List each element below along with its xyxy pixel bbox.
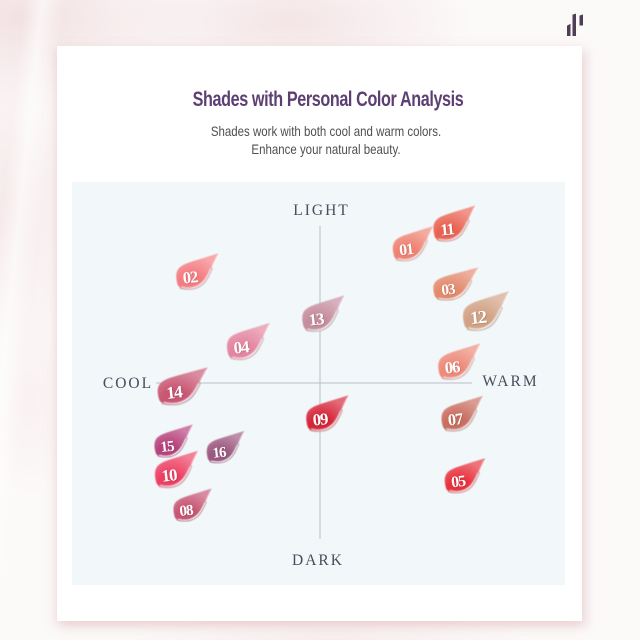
svg-text:09: 09 <box>313 410 330 430</box>
svg-text:11: 11 <box>440 220 456 240</box>
svg-text:14: 14 <box>166 382 184 403</box>
svg-text:13: 13 <box>308 309 325 329</box>
svg-text:01: 01 <box>398 241 415 259</box>
svg-text:07: 07 <box>448 410 465 430</box>
svg-text:06: 06 <box>445 358 462 378</box>
svg-text:16: 16 <box>213 445 228 462</box>
svg-text:03: 03 <box>441 281 457 299</box>
svg-text:12: 12 <box>469 306 488 328</box>
svg-text:05: 05 <box>451 474 468 492</box>
svg-text:16: 16 <box>212 445 227 462</box>
svg-text:12: 12 <box>470 307 489 329</box>
svg-text:10: 10 <box>162 466 179 487</box>
svg-text:11: 11 <box>439 219 455 239</box>
svg-text:02: 02 <box>182 267 199 287</box>
svg-text:15: 15 <box>160 438 176 456</box>
svg-text:09: 09 <box>312 409 329 429</box>
svg-text:15: 15 <box>160 438 176 456</box>
svg-text:08: 08 <box>179 502 195 520</box>
svg-text:DARK: DARK <box>292 552 344 569</box>
svg-text:LIGHT: LIGHT <box>293 202 350 219</box>
svg-text:13: 13 <box>309 310 326 330</box>
svg-text:06: 06 <box>444 357 461 377</box>
svg-text:01: 01 <box>399 242 416 260</box>
svg-text:08: 08 <box>179 502 195 520</box>
svg-text:COOL: COOL <box>103 375 153 392</box>
svg-text:03: 03 <box>441 281 457 299</box>
svg-text:07: 07 <box>447 409 464 429</box>
svg-text:WARM: WARM <box>482 373 538 390</box>
svg-text:02: 02 <box>183 268 200 288</box>
svg-text:14: 14 <box>166 383 184 404</box>
svg-text:10: 10 <box>161 465 178 486</box>
svg-text:05: 05 <box>450 473 467 491</box>
svg-text:04: 04 <box>233 337 251 358</box>
svg-text:04: 04 <box>234 338 252 359</box>
